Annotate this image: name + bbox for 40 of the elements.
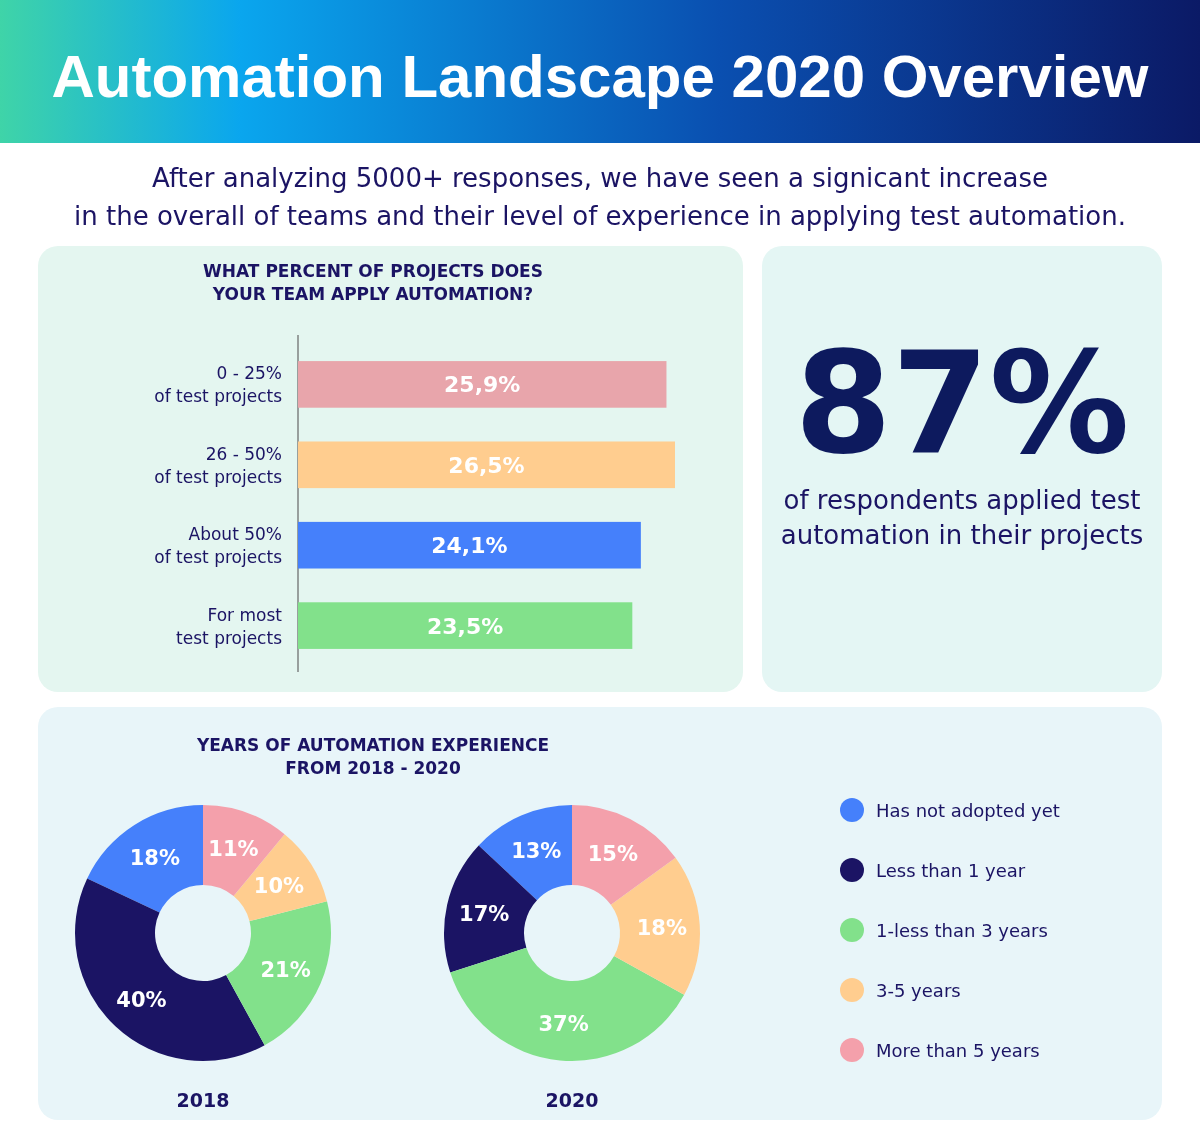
text: of respondents applied test automation in their projects [780, 485, 1144, 550]
data-label: 21% [260, 957, 311, 982]
text: Automation Landscape 2020 Overview [51, 43, 1149, 110]
data-label: 23,5% [427, 613, 504, 639]
text: 87% [794, 322, 1130, 485]
data-label: 25,9% [444, 372, 521, 398]
data-label: 37% [538, 1011, 589, 1036]
y-tick-label: For most test projects [176, 604, 283, 648]
y-tick-label: About 50% of test projects [154, 524, 283, 568]
data-label: 11% [208, 837, 259, 862]
data-label: 26,5% [448, 452, 525, 478]
data-label: 17% [459, 902, 510, 927]
legend-label: More than 5 years [876, 1040, 1040, 1061]
data-label: 40% [116, 987, 167, 1012]
donut-slice [226, 901, 331, 1046]
bar [298, 361, 667, 408]
legend-label: Has not adopted yet [876, 800, 1060, 821]
bar [298, 441, 675, 489]
legend-label: 3-5 years [876, 980, 961, 1001]
legend-label: 1-less than 3 years [876, 920, 1048, 941]
data-label: 15% [587, 841, 638, 866]
donut-slice [87, 805, 203, 913]
donut-slice [450, 947, 685, 1061]
data-label: 24,1% [431, 533, 508, 559]
data-label: 18% [129, 846, 180, 871]
data-label: 13% [511, 839, 562, 864]
y-tick-label: 26 - 50% of test projects [154, 443, 283, 487]
text: After analyzing 5000+ responses, we have seen a signicant increase in the overall of teams and their level of experience in applying test automation. [74, 163, 1126, 231]
y-tick-label: 0 - 25% of test projects [154, 363, 283, 407]
donut-slice [478, 805, 572, 901]
bar [298, 602, 633, 649]
bar [298, 521, 641, 569]
data-label: 18% [636, 916, 687, 941]
text: 2020 [545, 1089, 599, 1111]
chart-title: WHAT PERCENT OF PROJECTS DOES YOUR TEAM APPLY AUTOMATION? [203, 261, 543, 304]
donut-slice [572, 805, 676, 905]
legend-label: Less than 1 year [876, 860, 1026, 881]
data-label: 10% [253, 873, 305, 898]
text: YEARS OF AUTOMATION EXPERIENCE FROM 2018 - 2020 [195, 735, 550, 778]
text: 2018 [176, 1089, 230, 1111]
